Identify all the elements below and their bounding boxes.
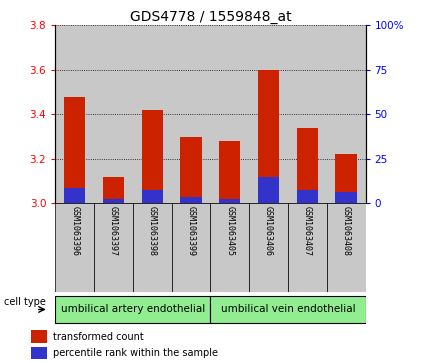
Text: GSM1063397: GSM1063397 — [109, 206, 118, 256]
Text: GSM1063405: GSM1063405 — [225, 206, 234, 256]
Bar — [180, 136, 201, 203]
Text: GSM1063399: GSM1063399 — [187, 206, 196, 256]
Bar — [249, 25, 288, 203]
Bar — [55, 295, 210, 323]
Text: GSM1063406: GSM1063406 — [264, 206, 273, 256]
Text: GSM1063398: GSM1063398 — [148, 206, 157, 256]
Bar — [103, 199, 124, 203]
Bar — [335, 154, 357, 203]
Text: GSM1063396: GSM1063396 — [70, 206, 79, 256]
Bar — [94, 203, 133, 292]
Bar — [55, 203, 94, 292]
Bar — [219, 199, 241, 203]
Bar — [64, 97, 85, 203]
Bar — [327, 25, 366, 203]
Bar — [31, 330, 47, 343]
Bar — [172, 203, 210, 292]
Bar — [133, 203, 172, 292]
Bar — [288, 25, 327, 203]
Text: percentile rank within the sample: percentile rank within the sample — [54, 348, 218, 358]
Bar — [258, 70, 279, 203]
Bar — [288, 203, 327, 292]
Bar — [210, 25, 249, 203]
Text: cell type: cell type — [4, 297, 46, 307]
Bar — [142, 190, 163, 203]
Bar — [103, 176, 124, 203]
Text: umbilical artery endothelial: umbilical artery endothelial — [61, 304, 205, 314]
Bar — [142, 110, 163, 203]
Bar — [64, 188, 85, 203]
Bar — [180, 197, 201, 203]
Bar — [219, 141, 241, 203]
Text: GSM1063408: GSM1063408 — [342, 206, 351, 256]
Bar — [31, 347, 47, 359]
Text: umbilical vein endothelial: umbilical vein endothelial — [221, 304, 355, 314]
Bar — [210, 295, 366, 323]
Bar — [335, 192, 357, 203]
Bar — [258, 176, 279, 203]
Bar — [133, 25, 172, 203]
Bar — [55, 25, 94, 203]
Bar — [297, 128, 318, 203]
Bar — [210, 203, 249, 292]
Text: GSM1063407: GSM1063407 — [303, 206, 312, 256]
Bar — [327, 203, 366, 292]
Bar — [94, 25, 133, 203]
Bar — [249, 203, 288, 292]
Title: GDS4778 / 1559848_at: GDS4778 / 1559848_at — [130, 11, 291, 24]
Text: transformed count: transformed count — [54, 332, 144, 342]
Bar — [297, 190, 318, 203]
Bar — [172, 25, 210, 203]
